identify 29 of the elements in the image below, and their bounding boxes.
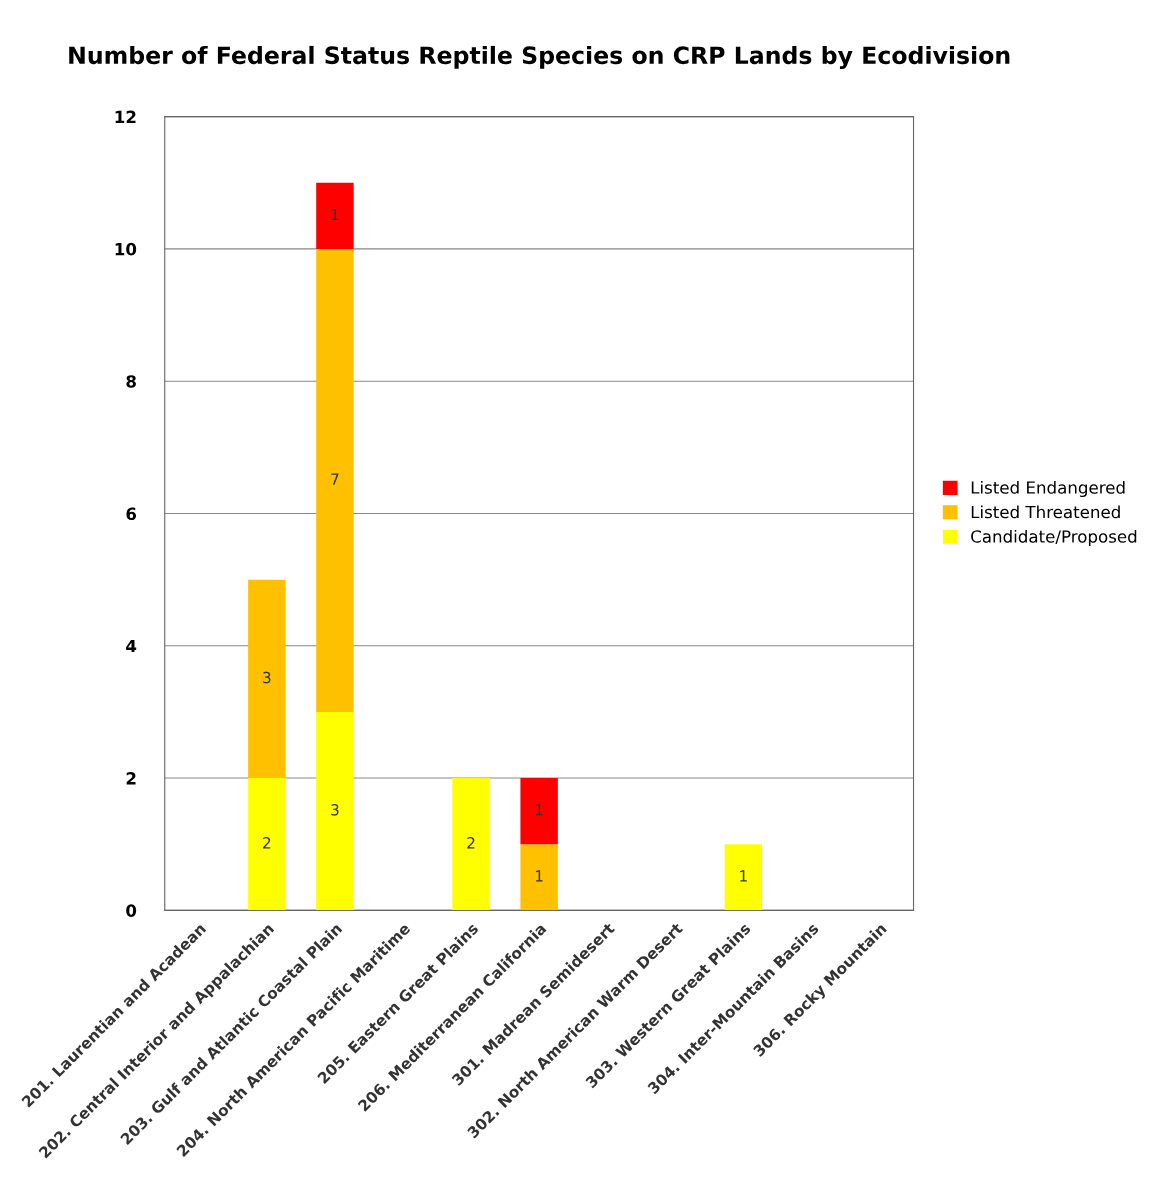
y-tick-label: 0 xyxy=(126,904,137,917)
bar xyxy=(248,579,286,779)
y-tick-label: 10 xyxy=(115,242,137,256)
data-label: 2 xyxy=(467,837,475,849)
data-label: 2 xyxy=(263,837,271,849)
data-label: 1 xyxy=(740,870,747,882)
y-tick-label: 12 xyxy=(115,110,136,123)
data-label: 3 xyxy=(263,671,271,684)
y-tick-label: 6 xyxy=(126,507,137,521)
legend-label: Candidate/Proposed xyxy=(971,529,1137,547)
legend-label: Listed Endangered xyxy=(971,480,1125,498)
y-tick-label: 4 xyxy=(126,639,137,653)
chart-title: Number of Federal Status Reptile Species on CRP Lands by Ecodivision xyxy=(69,45,1010,69)
y-tick-label: 8 xyxy=(126,375,136,388)
bar xyxy=(316,248,354,712)
y-tick-label: 2 xyxy=(126,772,136,785)
bar xyxy=(316,182,354,249)
data-label: 1 xyxy=(331,208,339,221)
data-label: 7 xyxy=(331,473,339,485)
legend-label: Listed Threatened xyxy=(971,505,1120,519)
bar xyxy=(520,778,558,845)
bar xyxy=(520,844,558,911)
bar xyxy=(316,711,354,911)
data-label: 3 xyxy=(331,804,339,816)
data-label: 1 xyxy=(535,870,543,882)
data-label: 1 xyxy=(535,804,543,816)
bar xyxy=(248,778,286,911)
bar xyxy=(452,778,490,911)
bar xyxy=(724,844,763,911)
